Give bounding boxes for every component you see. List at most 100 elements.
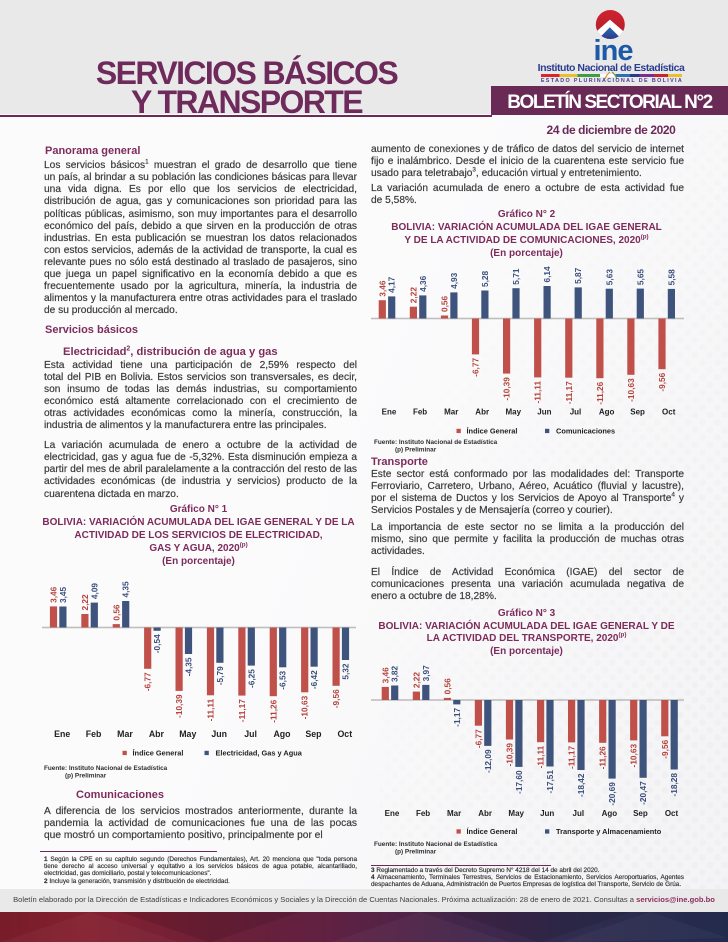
svg-text:3,82: 3,82 [390, 665, 400, 682]
svg-text:-0,54: -0,54 [152, 634, 162, 653]
svg-text:-10,39: -10,39 [505, 743, 515, 767]
svg-text:-6,25: -6,25 [246, 669, 256, 688]
svg-text:May: May [179, 729, 196, 739]
svg-text:Ago: Ago [599, 408, 615, 417]
svg-text:(p) Preliminar: (p) Preliminar [65, 773, 107, 780]
svg-text:-17,51: -17,51 [545, 770, 555, 794]
svg-text:Jul: Jul [570, 408, 582, 417]
svg-text:-18,28: -18,28 [669, 773, 679, 797]
svg-text:Sep: Sep [633, 809, 648, 818]
svg-text:Transporte y Almacenamiento: Transporte y Almacenamiento [556, 827, 662, 836]
svg-text:5,32: 5,32 [341, 663, 351, 680]
svg-text:-9,56: -9,56 [660, 739, 670, 758]
svg-text:-18,42: -18,42 [576, 773, 586, 797]
svg-text:(p) Preliminar: (p) Preliminar [395, 447, 437, 454]
svg-text:-11,11: -11,11 [536, 745, 546, 768]
svg-text:-11,17: -11,17 [237, 699, 247, 722]
svg-text:2,22: 2,22 [408, 287, 418, 304]
svg-text:-12,09: -12,09 [483, 749, 493, 773]
svg-text:-20,47: -20,47 [638, 781, 648, 805]
svg-text:5,87: 5,87 [573, 267, 583, 284]
svg-text:Mar: Mar [117, 729, 133, 739]
svg-text:Mar: Mar [444, 408, 458, 417]
svg-text:Jul: Jul [244, 729, 257, 739]
svg-text:-10,39: -10,39 [502, 377, 512, 401]
svg-text:4,93: 4,93 [449, 272, 459, 289]
svg-text:-5,79: -5,79 [215, 666, 225, 685]
svg-text:Feb: Feb [86, 729, 102, 739]
svg-text:-4,35: -4,35 [184, 657, 194, 676]
svg-text:Feb: Feb [416, 809, 430, 818]
svg-text:May: May [506, 408, 522, 417]
svg-text:Oct: Oct [337, 729, 352, 739]
svg-text:Oct: Oct [662, 408, 676, 417]
svg-text:Ago: Ago [602, 809, 618, 818]
svg-text:-11,26: -11,26 [595, 381, 605, 404]
svg-text:4,17: 4,17 [387, 276, 397, 293]
svg-text:Electricidad, Gas y Agua: Electricidad, Gas y Agua [216, 749, 303, 758]
svg-text:Ene: Ene [385, 809, 400, 818]
svg-text:4,36: 4,36 [418, 275, 428, 292]
svg-text:-6,77: -6,77 [471, 358, 481, 377]
svg-text:-10,39: -10,39 [174, 694, 184, 718]
svg-text:Sep: Sep [305, 729, 322, 739]
svg-text:(p) Preliminar: (p) Preliminar [395, 849, 437, 856]
svg-text:-17,60: -17,60 [514, 770, 524, 794]
svg-text:-11,11: -11,11 [533, 381, 543, 404]
svg-text:-11,26: -11,26 [268, 699, 278, 722]
svg-text:0,56: 0,56 [111, 604, 121, 621]
svg-text:Índice General: Índice General [467, 827, 518, 836]
svg-text:3,46: 3,46 [377, 280, 387, 297]
svg-text:-20,69: -20,69 [607, 782, 617, 806]
svg-text:2,22: 2,22 [80, 594, 90, 611]
svg-text:2,22: 2,22 [411, 672, 421, 689]
svg-text:Jul: Jul [573, 809, 585, 818]
svg-text:-6,53: -6,53 [278, 670, 288, 689]
svg-text:-11,17: -11,17 [564, 381, 574, 404]
svg-text:4,35: 4,35 [121, 581, 131, 598]
svg-text:-10,63: -10,63 [626, 378, 636, 402]
svg-text:May: May [508, 809, 524, 818]
svg-text:Jun: Jun [537, 408, 551, 417]
svg-text:4,09: 4,09 [89, 583, 99, 600]
svg-text:-10,63: -10,63 [629, 744, 639, 768]
svg-text:-11,26: -11,26 [598, 746, 608, 769]
svg-text:5,63: 5,63 [604, 269, 614, 286]
svg-text:-6,77: -6,77 [473, 729, 483, 748]
svg-text:-9,56: -9,56 [331, 689, 341, 708]
svg-text:Índice General: Índice General [467, 427, 518, 436]
svg-text:5,71: 5,71 [511, 268, 521, 285]
svg-text:Abr: Abr [475, 408, 489, 417]
svg-text:3,45: 3,45 [58, 586, 68, 603]
svg-text:3,46: 3,46 [380, 667, 390, 684]
svg-text:-11,17: -11,17 [567, 746, 577, 769]
svg-text:Abr: Abr [478, 809, 492, 818]
svg-text:-6,77: -6,77 [143, 672, 153, 691]
svg-text:-11,11: -11,11 [206, 698, 216, 721]
svg-text:Fuente: Instituto Nacional de: Fuente: Instituto Nacional de Estadístic… [44, 765, 168, 772]
svg-text:5,28: 5,28 [480, 270, 490, 287]
svg-text:6,14: 6,14 [542, 266, 552, 283]
svg-text:3,97: 3,97 [421, 665, 431, 682]
svg-text:-9,56: -9,56 [657, 372, 667, 391]
svg-text:Sep: Sep [630, 408, 645, 417]
svg-text:Fuente: Instituto Nacional de: Fuente: Instituto Nacional de Estadístic… [374, 439, 498, 446]
svg-text:Ene: Ene [382, 408, 397, 417]
svg-text:5,58: 5,58 [666, 269, 676, 286]
svg-text:Oct: Oct [665, 809, 679, 818]
svg-text:Jun: Jun [540, 809, 554, 818]
svg-text:Mar: Mar [447, 809, 461, 818]
svg-text:-1,17: -1,17 [452, 708, 462, 727]
svg-text:Ago: Ago [273, 729, 291, 739]
svg-text:3,46: 3,46 [49, 586, 59, 603]
svg-text:Jun: Jun [211, 729, 227, 739]
svg-text:Ene: Ene [54, 729, 70, 739]
svg-text:Índice General: Índice General [133, 749, 184, 758]
svg-text:Abr: Abr [149, 729, 165, 739]
svg-text:Feb: Feb [413, 408, 427, 417]
svg-text:0,56: 0,56 [442, 678, 452, 695]
svg-text:0,56: 0,56 [440, 295, 450, 312]
svg-text:-10,63: -10,63 [300, 695, 310, 719]
svg-text:Comunicaciones: Comunicaciones [556, 427, 615, 436]
svg-text:Fuente: Instituto Nacional de: Fuente: Instituto Nacional de Estadístic… [374, 841, 498, 848]
